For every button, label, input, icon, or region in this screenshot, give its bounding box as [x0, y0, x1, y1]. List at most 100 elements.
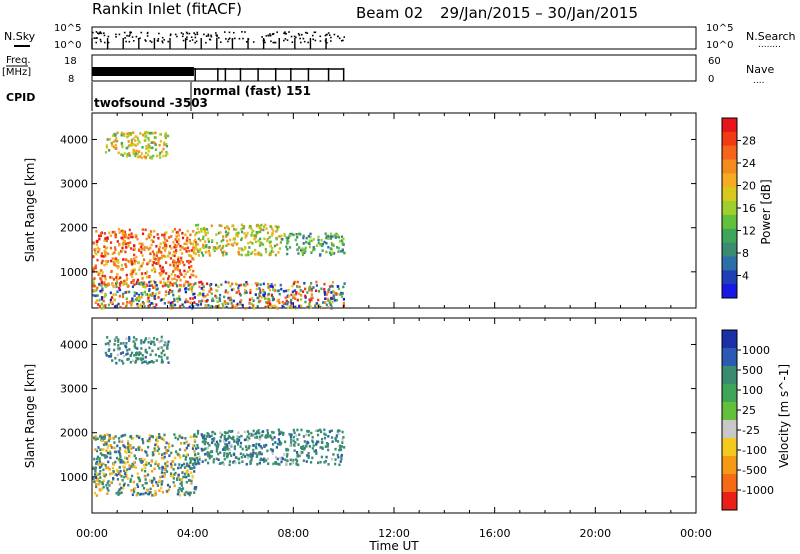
heatmap-cell — [127, 483, 130, 487]
heatmap-cell — [245, 438, 248, 441]
heatmap-cell — [108, 450, 112, 453]
velocity-panel — [91, 317, 697, 514]
heatmap-cell — [100, 290, 103, 294]
heatmap-cell — [97, 482, 100, 486]
heatmap-cell — [128, 339, 131, 343]
heatmap-cell — [205, 299, 208, 303]
heatmap-cell — [177, 490, 180, 494]
heatmap-cell — [128, 450, 131, 454]
heatmap-cell — [175, 284, 179, 287]
heatmap-cell — [208, 454, 211, 458]
heatmap-cell — [137, 138, 140, 142]
nsky-point — [124, 37, 126, 39]
heatmap-cell — [277, 225, 280, 229]
heatmap-cell — [137, 295, 141, 298]
heatmap-cell — [160, 335, 163, 339]
heatmap-cell — [165, 283, 168, 287]
heatmap-cell — [145, 351, 149, 354]
heatmap-cell — [148, 434, 151, 437]
heatmap-cell — [173, 254, 176, 258]
heatmap-cell — [194, 233, 197, 237]
heatmap-cell — [100, 482, 103, 486]
heatmap-cell — [100, 436, 104, 439]
heatmap-cell — [129, 132, 132, 135]
heatmap-cell — [113, 348, 116, 352]
heatmap-cell — [157, 259, 160, 263]
heatmap-cell — [220, 224, 223, 228]
heatmap-cell — [213, 249, 216, 253]
heatmap-cell — [119, 453, 122, 456]
heatmap-cell — [115, 285, 118, 289]
heatmap-cell — [121, 246, 124, 250]
heatmap-cell — [118, 451, 121, 455]
heatmap-cell — [122, 486, 125, 490]
heatmap-cell — [260, 452, 263, 456]
heatmap-cell — [152, 240, 155, 244]
heatmap-cell — [220, 461, 223, 465]
heatmap-cell — [331, 300, 334, 304]
nsky-point — [186, 36, 188, 39]
heatmap-cell — [120, 263, 124, 267]
heatmap-cell — [261, 458, 264, 462]
heatmap-cell — [179, 272, 182, 275]
heatmap-cell — [121, 478, 124, 482]
heatmap-cell — [113, 343, 116, 346]
colorbar-tick-label: -100 — [742, 444, 767, 457]
heatmap-cell — [148, 337, 151, 340]
heatmap-cell — [279, 456, 282, 460]
heatmap-cell — [259, 288, 262, 292]
nsky-point — [169, 33, 172, 36]
heatmap-cell — [150, 301, 153, 305]
heatmap-cell — [330, 306, 333, 310]
heatmap-cell — [339, 460, 342, 463]
heatmap-cell — [174, 244, 177, 247]
heatmap-cell — [223, 457, 226, 461]
heatmap-cell — [170, 451, 173, 455]
heatmap-cell — [174, 282, 178, 285]
heatmap-cell — [194, 453, 197, 457]
heatmap-cell — [117, 450, 120, 453]
heatmap-cell — [148, 437, 151, 441]
heatmap-cell — [257, 239, 260, 243]
heatmap-cell — [199, 247, 202, 251]
heatmap-cell — [185, 440, 188, 444]
heatmap-cell — [235, 305, 238, 309]
heatmap-cell — [125, 300, 129, 304]
heatmap-cell — [316, 433, 320, 437]
heatmap-cell — [136, 302, 139, 306]
nsky-point — [95, 37, 97, 39]
heatmap-cell — [125, 297, 128, 301]
heatmap-cell — [121, 145, 124, 149]
heatmap-cell — [114, 233, 117, 236]
nsky-point — [232, 31, 235, 34]
heatmap-cell — [107, 355, 111, 358]
heatmap-cell — [99, 234, 102, 238]
heatmap-cell — [218, 299, 222, 302]
heatmap-cell — [251, 250, 254, 254]
heatmap-cell — [160, 270, 164, 274]
heatmap-cell — [147, 492, 151, 496]
heatmap-cell — [286, 448, 290, 452]
heatmap-cell — [304, 287, 307, 291]
heatmap-cell — [212, 460, 215, 464]
heatmap-cell — [290, 302, 293, 305]
nsky-point — [99, 31, 102, 33]
heatmap-cell — [287, 306, 290, 310]
heatmap-cell — [291, 284, 294, 288]
heatmap-cell — [104, 473, 108, 477]
heatmap-cell — [215, 296, 218, 299]
velocity-heatmap — [92, 335, 346, 497]
heatmap-cell — [190, 254, 193, 258]
heatmap-cell — [125, 353, 128, 356]
heatmap-cell — [99, 469, 102, 473]
heatmap-cell — [288, 246, 292, 249]
heatmap-cell — [327, 237, 330, 240]
heatmap-cell — [201, 449, 204, 452]
heatmap-cell — [144, 272, 147, 275]
heatmap-cell — [119, 342, 123, 345]
nsky-point — [337, 35, 339, 38]
heatmap-cell — [103, 239, 106, 242]
nsky-point — [216, 34, 218, 37]
nsky-point — [291, 41, 294, 43]
heatmap-cell — [164, 290, 168, 293]
